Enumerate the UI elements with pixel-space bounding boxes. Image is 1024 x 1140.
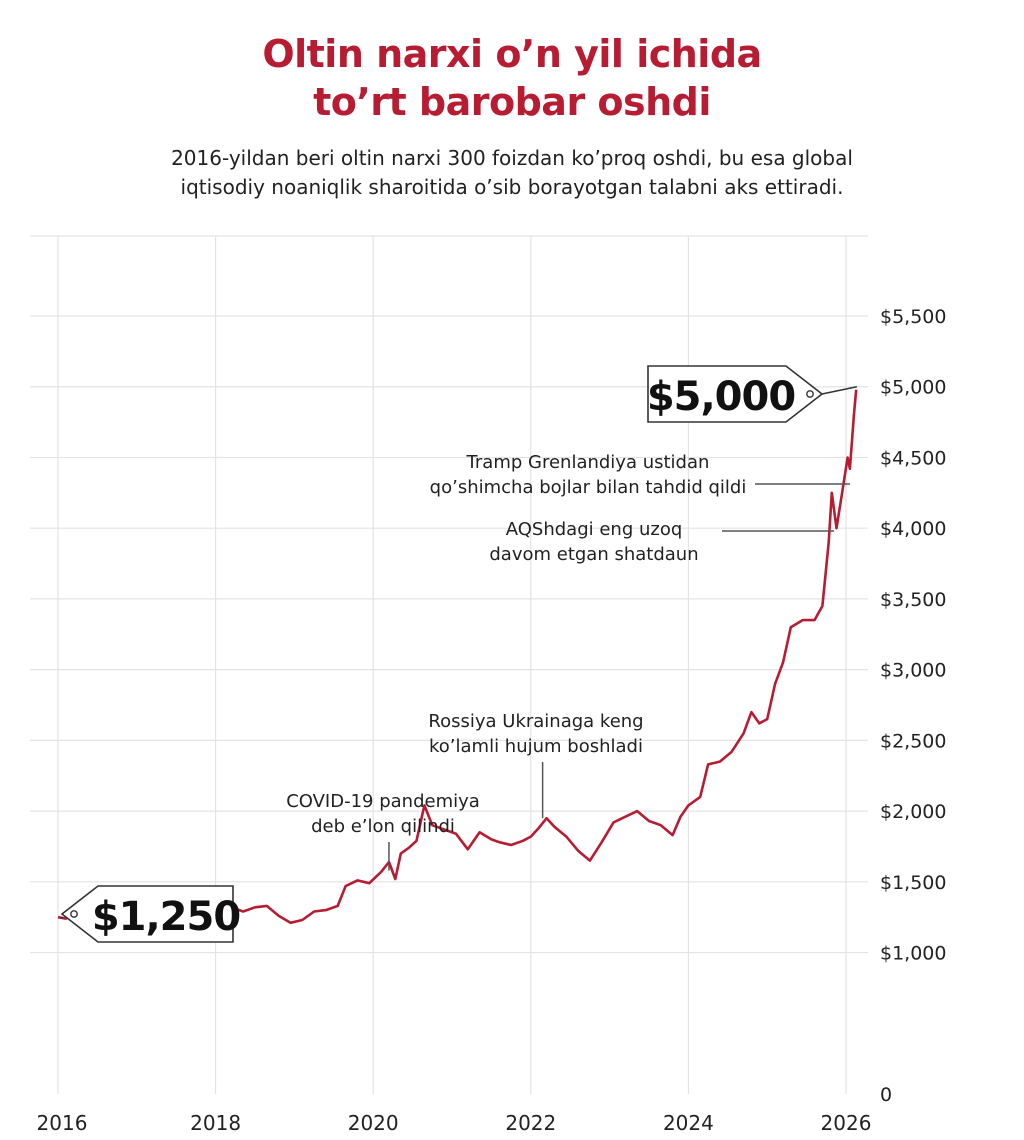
y-tick-label: $5,000	[880, 377, 946, 399]
annotation-text: Tramp Grenlandiya ustidan	[466, 452, 710, 473]
x-tick-label: 2022	[505, 1111, 556, 1135]
annotation-text: deb e’lon qilindi	[311, 816, 455, 837]
value-tag-end	[647, 365, 824, 423]
tag-hole-icon	[70, 910, 78, 918]
x-tick-label: 2024	[663, 1111, 714, 1135]
y-tick-label: $3,500	[880, 589, 946, 611]
chart-subtitle: 2016-yildan beri oltin narxi 300 foizdan…	[100, 144, 924, 202]
subtitle-line-1: 2016-yildan beri oltin narxi 300 foizdan…	[171, 146, 853, 170]
y-tick-label: 0	[880, 1084, 892, 1106]
y-tick-label: $2,500	[880, 730, 946, 752]
y-tick-label: $5,500	[880, 306, 946, 328]
value-label-end: $5,000	[647, 374, 795, 420]
y-tick-label: $4,500	[880, 447, 946, 469]
title-line-2: to’rt barobar oshdi	[313, 80, 711, 124]
value-label-connector	[821, 385, 858, 395]
y-tick-label: $1,000	[880, 943, 946, 965]
value-tag-start	[60, 885, 234, 943]
annotation-text: AQShdagi eng uzoq	[506, 519, 683, 540]
value-label-connector	[60, 916, 64, 919]
price-series-line	[57, 389, 858, 932]
y-tick-label: $4,000	[880, 518, 946, 540]
subtitle-line-2: iqtisodiy noaniqlik sharoitida o’sib bor…	[180, 175, 844, 199]
tag-hole-icon	[806, 390, 814, 398]
annotation-text: COVID-19 pandemiya	[286, 791, 480, 812]
x-tick-label: 2026	[821, 1111, 872, 1135]
value-label-start: $1,250	[92, 894, 240, 940]
annotation-text: davom etgan shatdaun	[489, 544, 698, 565]
x-tick-label: 2016	[37, 1111, 88, 1135]
y-tick-label: $2,000	[880, 801, 946, 823]
annotation-text: ko’lamli hujum boshladi	[429, 736, 643, 757]
x-tick-label: 2020	[348, 1111, 399, 1135]
chart-title: Oltin narxi o’n yil ichida to’rt barobar…	[0, 30, 1024, 126]
title-line-1: Oltin narxi o’n yil ichida	[262, 32, 762, 76]
y-tick-label: $1,500	[880, 872, 946, 894]
x-tick-label: 2018	[190, 1111, 241, 1135]
y-tick-label: $3,000	[880, 660, 946, 682]
annotation-text: qo’shimcha bojlar bilan tahdid qildi	[430, 477, 747, 498]
annotation-text: Rossiya Ukrainaga keng	[428, 711, 643, 732]
